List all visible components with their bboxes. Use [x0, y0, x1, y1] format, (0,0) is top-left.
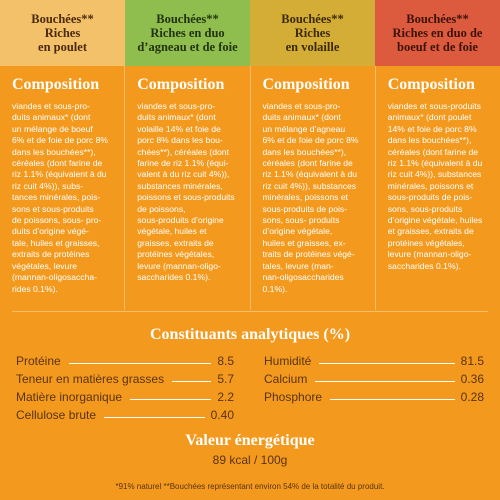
analytics-row: Protéine 8.5: [16, 352, 234, 368]
leader-line: [104, 417, 205, 418]
leader-line: [315, 381, 455, 382]
composition-column: Composition viandes et sous-pro- duits a…: [251, 66, 376, 310]
energy-value: 89 kcal / 100g: [212, 453, 288, 467]
analytics-label: Phosphore: [264, 390, 323, 404]
header-agneau-foie: Bouchées** Riches en duo d’agneau et de …: [125, 0, 250, 66]
analytics-label: Humidité: [264, 354, 312, 368]
analytics-label: Teneur en matières grasses: [16, 372, 165, 386]
leader-line: [68, 363, 212, 364]
footnote: *91% naturel **Bouchées représentant env…: [115, 482, 385, 491]
analytics-label: Cellulose brute: [16, 408, 97, 422]
analytics-row: Teneur en matières grasses 5.7: [16, 370, 234, 386]
analytics-label: Protéine: [16, 354, 61, 368]
analytics-row: Calcium 0.36: [264, 370, 484, 386]
composition-column: Composition viandes et sous-produits ani…: [376, 66, 500, 310]
composition-title: Composition: [137, 76, 225, 93]
composition-column: Composition viandes et sous-pro- duits a…: [0, 66, 126, 310]
leader-line: [330, 399, 455, 400]
leader-line: [172, 381, 212, 382]
composition-column: Composition viandes et sous-pro- duits a…: [125, 66, 251, 310]
analytics-value: 5.7: [217, 372, 234, 386]
analytics-value: 0.40: [210, 408, 234, 422]
analytics-row: Humidité 81.5: [264, 352, 484, 368]
energy-title: Valeur énergétique: [185, 432, 315, 449]
header-volaille: Bouchées** Riches en volaille: [250, 0, 375, 66]
analytics-value: 2.2: [217, 390, 234, 404]
header-boeuf-foie: Bouchées** Riches en duo de boeuf et de …: [375, 0, 500, 66]
analytics-row: Matière inorganique 2.2: [16, 388, 234, 404]
composition-text: viandes et sous-pro- duits animaux* (don…: [137, 101, 235, 283]
product-header-row: Bouchées** Riches en poulet Bouchées** R…: [0, 0, 500, 66]
analytics-value: 81.5: [460, 354, 484, 368]
analytics-row: Phosphore 0.28: [264, 388, 484, 404]
composition-title: Composition: [262, 76, 350, 93]
analytics-value: 8.5: [217, 354, 234, 368]
leader-line: [130, 399, 212, 400]
composition-title: Composition: [12, 76, 100, 93]
analytics-label: Calcium: [264, 372, 308, 386]
analytical-constituents: Constituants analytiques (%) Protéine 8.…: [0, 318, 500, 423]
header-poulet: Bouchées** Riches en poulet: [0, 0, 125, 66]
composition-columns: Composition viandes et sous-pro- duits a…: [0, 66, 500, 310]
section-divider: [12, 311, 488, 312]
analytics-value: 0.36: [460, 372, 484, 386]
composition-text: viandes et sous-pro- duits animaux* (don…: [262, 101, 359, 294]
analytics-label: Matière inorganique: [16, 390, 123, 404]
leader-line: [319, 363, 455, 364]
analytics-row: Cellulose brute 0.40: [16, 406, 234, 422]
analytics-title: Constituants analytiques (%): [149, 326, 351, 343]
composition-text: viandes et sous-pro- duits animaux* (don…: [12, 101, 109, 294]
composition-title: Composition: [387, 76, 475, 93]
composition-text: viandes et sous-produits animaux* (dont …: [387, 101, 483, 271]
analytics-value: 0.28: [460, 390, 484, 404]
